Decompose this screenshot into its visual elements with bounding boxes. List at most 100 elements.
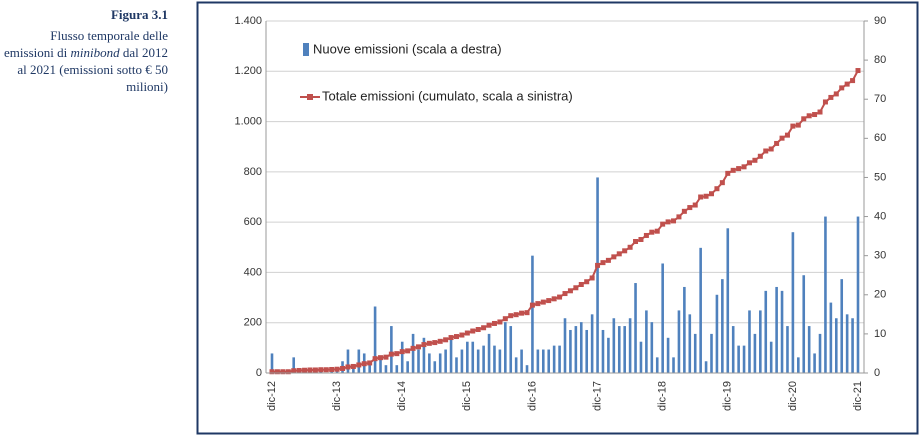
line-marker	[784, 132, 790, 138]
line-marker	[730, 167, 736, 173]
bar	[466, 341, 469, 373]
line-marker	[508, 313, 514, 319]
line-marker	[774, 140, 780, 146]
line-marker	[746, 160, 752, 166]
bar	[536, 349, 540, 373]
line-marker	[274, 369, 280, 375]
x-tick-label: dic-15	[461, 381, 473, 411]
x-tick-label: dic-17	[591, 381, 603, 411]
y-tick-label: 400	[244, 266, 262, 278]
bar	[596, 177, 599, 373]
line-marker	[844, 81, 850, 87]
line-marker	[828, 94, 834, 100]
y2-tick-label: 80	[874, 54, 886, 66]
bar	[764, 290, 768, 373]
line-marker	[372, 356, 378, 362]
line-marker	[665, 219, 671, 225]
line-marker	[654, 228, 660, 234]
legend-swatch	[307, 94, 313, 100]
bar	[346, 349, 350, 373]
line-marker	[312, 367, 318, 373]
y2-tick-label: 30	[874, 250, 886, 262]
bar	[579, 322, 583, 373]
line-marker	[405, 348, 411, 354]
line-marker	[443, 337, 449, 343]
bar	[460, 349, 464, 373]
bar	[780, 290, 784, 373]
line-marker	[307, 367, 313, 373]
legend-swatch	[303, 43, 309, 56]
bar	[390, 326, 393, 373]
line-marker	[676, 214, 682, 220]
bar	[476, 349, 480, 373]
line-marker	[513, 312, 519, 318]
bar	[704, 361, 708, 373]
line-marker	[280, 369, 286, 375]
y2-tick-label: 40	[874, 210, 886, 222]
y-tick-label: 0	[256, 367, 262, 379]
bar	[791, 232, 795, 373]
bar	[601, 329, 605, 373]
bar	[834, 318, 838, 373]
line-marker	[611, 254, 617, 260]
bar	[444, 349, 447, 373]
line-marker	[709, 191, 714, 197]
line-marker	[399, 349, 405, 355]
x-tick-label: dic-16	[526, 381, 538, 411]
bar	[813, 353, 816, 373]
line-marker	[323, 367, 329, 373]
line-marker	[833, 91, 839, 97]
y2-tick-label: 50	[874, 171, 886, 183]
bar	[650, 322, 654, 373]
x-tick-label: dic-14	[396, 381, 408, 411]
bar	[590, 314, 594, 373]
y-tick-label: 1.400	[234, 15, 262, 27]
bar	[541, 349, 545, 373]
bar	[645, 310, 648, 373]
line-marker	[361, 361, 367, 367]
bar	[384, 365, 388, 373]
bar	[797, 357, 800, 373]
x-tick-label: dic-13	[331, 381, 343, 411]
bar	[748, 310, 751, 373]
line-marker	[855, 68, 861, 74]
x-tick-label: dic-18	[657, 381, 669, 411]
line-marker	[605, 257, 611, 263]
bar	[628, 318, 632, 373]
x-tick-label: dic-19	[722, 381, 734, 411]
bar	[693, 333, 697, 373]
bar	[574, 326, 578, 373]
line-marker	[589, 275, 595, 281]
y-tick-label: 600	[244, 216, 262, 228]
bar	[721, 279, 724, 373]
line-marker	[535, 301, 541, 307]
line-marker	[600, 260, 606, 266]
bar	[623, 326, 626, 373]
bar	[607, 337, 610, 373]
y2-tick-label: 20	[874, 289, 886, 301]
line-marker	[486, 322, 492, 328]
bar	[786, 326, 789, 373]
bar	[617, 326, 621, 373]
bar	[585, 329, 589, 373]
bar	[292, 357, 296, 373]
line-marker	[421, 342, 427, 348]
line-marker	[470, 328, 476, 334]
bar	[417, 349, 420, 373]
y-tick-label: 800	[244, 166, 262, 178]
bar	[352, 365, 355, 373]
bar	[520, 349, 523, 373]
line-marker	[340, 365, 346, 371]
line-marker	[795, 122, 801, 128]
bar	[449, 337, 453, 373]
line-marker	[426, 340, 432, 346]
line-marker	[812, 112, 818, 118]
line-marker	[578, 281, 584, 287]
line-marker	[703, 193, 709, 199]
line-marker	[502, 316, 508, 322]
line-marker	[725, 170, 731, 176]
line-marker	[378, 355, 384, 361]
line-marker	[649, 229, 655, 235]
bar	[639, 341, 643, 373]
y2-tick-label: 0	[874, 367, 880, 379]
